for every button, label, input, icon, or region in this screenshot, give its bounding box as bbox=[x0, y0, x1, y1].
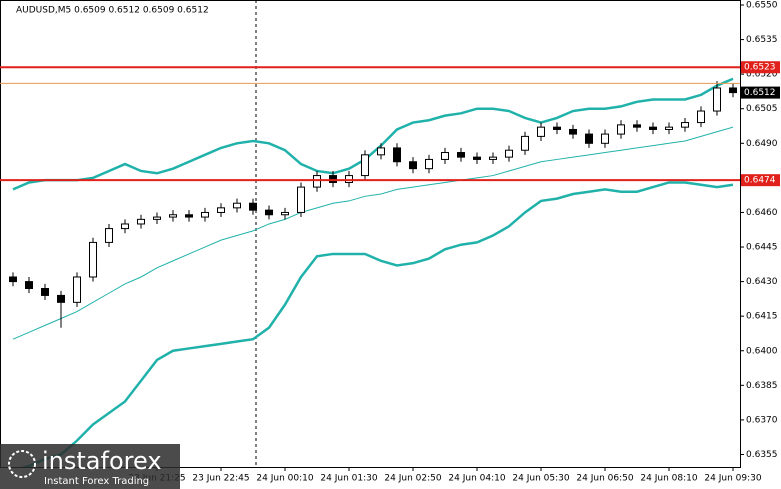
candle-body bbox=[457, 152, 465, 158]
y-tick-label: 0.6505 bbox=[746, 104, 778, 114]
candle-body bbox=[233, 202, 241, 209]
candle-body bbox=[409, 161, 417, 170]
last-price-tag bbox=[741, 86, 780, 99]
candle-body bbox=[537, 126, 545, 137]
x-tick-label: 24 Jun 09:30 bbox=[704, 474, 761, 484]
y-tick-label: 0.6550 bbox=[746, 1, 778, 11]
price-level-tag bbox=[741, 61, 780, 74]
candle-body bbox=[377, 147, 385, 156]
candle-body bbox=[489, 156, 497, 160]
plot-area bbox=[9, 77, 737, 467]
y-tick-label: 0.6400 bbox=[746, 346, 778, 356]
candle-body bbox=[169, 214, 177, 218]
candle-body bbox=[505, 149, 513, 158]
candle-body bbox=[569, 128, 577, 135]
candle-body bbox=[265, 209, 273, 216]
candle-body bbox=[393, 147, 401, 163]
candle-body bbox=[185, 214, 193, 218]
price-level-label: 0.6523 bbox=[744, 63, 776, 73]
indicator-line bbox=[12, 77, 734, 191]
candle-body bbox=[521, 135, 529, 151]
x-tick-label: 24 Jun 02:50 bbox=[384, 474, 441, 484]
candle-body bbox=[633, 124, 641, 128]
candle-body bbox=[697, 110, 705, 124]
watermark-box bbox=[0, 444, 180, 489]
candle-body bbox=[297, 186, 305, 213]
candle-body bbox=[681, 122, 689, 128]
plot-frame bbox=[0, 0, 741, 468]
candle-body bbox=[473, 156, 481, 160]
x-tick-label: 24 Jun 08:10 bbox=[640, 474, 697, 484]
indicator-line bbox=[21, 181, 734, 467]
y-tick-label: 0.6385 bbox=[746, 381, 778, 391]
candle-body bbox=[73, 276, 81, 303]
candle-body bbox=[89, 241, 97, 278]
price-level-label: 0.6474 bbox=[744, 176, 776, 186]
candle-body bbox=[361, 154, 369, 177]
candle-body bbox=[729, 87, 737, 94]
candle-body bbox=[217, 207, 225, 213]
watermark-brand: instaforex bbox=[42, 447, 162, 475]
candle-body bbox=[345, 175, 353, 183]
candle-body bbox=[9, 276, 17, 283]
y-tick-label: 0.6430 bbox=[746, 277, 778, 287]
y-tick-label: 0.6355 bbox=[746, 450, 778, 460]
y-tick-label: 0.6370 bbox=[746, 415, 778, 425]
candle-body bbox=[649, 126, 657, 130]
candle-body bbox=[57, 294, 65, 303]
x-tick-label: 24 Jun 01:30 bbox=[320, 474, 377, 484]
candle-body bbox=[313, 175, 321, 188]
candle-body bbox=[121, 223, 129, 230]
candle-body bbox=[601, 133, 609, 144]
candle-body bbox=[425, 158, 433, 170]
x-tick-label: 24 Jun 00:10 bbox=[256, 474, 313, 484]
candle-body bbox=[249, 202, 257, 211]
y-tick-label: 0.6520 bbox=[746, 70, 778, 80]
candle-body bbox=[617, 124, 625, 135]
candle-body bbox=[41, 288, 49, 296]
candle-body bbox=[201, 211, 209, 218]
y-tick-label: 0.6415 bbox=[746, 312, 778, 322]
y-tick-label: 0.6445 bbox=[746, 243, 778, 253]
candle-body bbox=[553, 126, 561, 130]
last-price-label: 0.6512 bbox=[744, 88, 776, 98]
candle-body bbox=[713, 87, 721, 112]
candle-body bbox=[105, 228, 113, 243]
candle-body bbox=[441, 152, 449, 160]
x-tick-label: 24 Jun 04:10 bbox=[448, 474, 505, 484]
candle-body bbox=[329, 175, 337, 183]
y-tick-label: 0.6460 bbox=[746, 208, 778, 218]
watermark-tagline: Instant Forex Trading bbox=[44, 476, 149, 487]
candle-body bbox=[137, 218, 145, 225]
y-tick-label: 0.6490 bbox=[746, 139, 778, 149]
watermark: instaforex Instant Forex Trading bbox=[0, 444, 180, 489]
candle-body bbox=[281, 211, 289, 216]
candle-body bbox=[153, 216, 161, 220]
watermark-icon bbox=[8, 450, 36, 478]
candle-body bbox=[585, 133, 593, 144]
candle-body bbox=[25, 281, 33, 290]
price-level-tag bbox=[741, 174, 780, 187]
chart-title: AUDUSD,M5 0.6509 0.6512 0.6509 0.6512 bbox=[16, 6, 209, 16]
x-tick-label: 24 Jun 05:30 bbox=[512, 474, 569, 484]
indicator-line bbox=[12, 126, 734, 340]
x-tick-label: 24 Jun 06:50 bbox=[576, 474, 633, 484]
y-tick-label: 0.6535 bbox=[746, 35, 778, 45]
x-tick-label: 23 Jun 22:45 bbox=[192, 474, 249, 484]
candle-body bbox=[665, 126, 673, 130]
